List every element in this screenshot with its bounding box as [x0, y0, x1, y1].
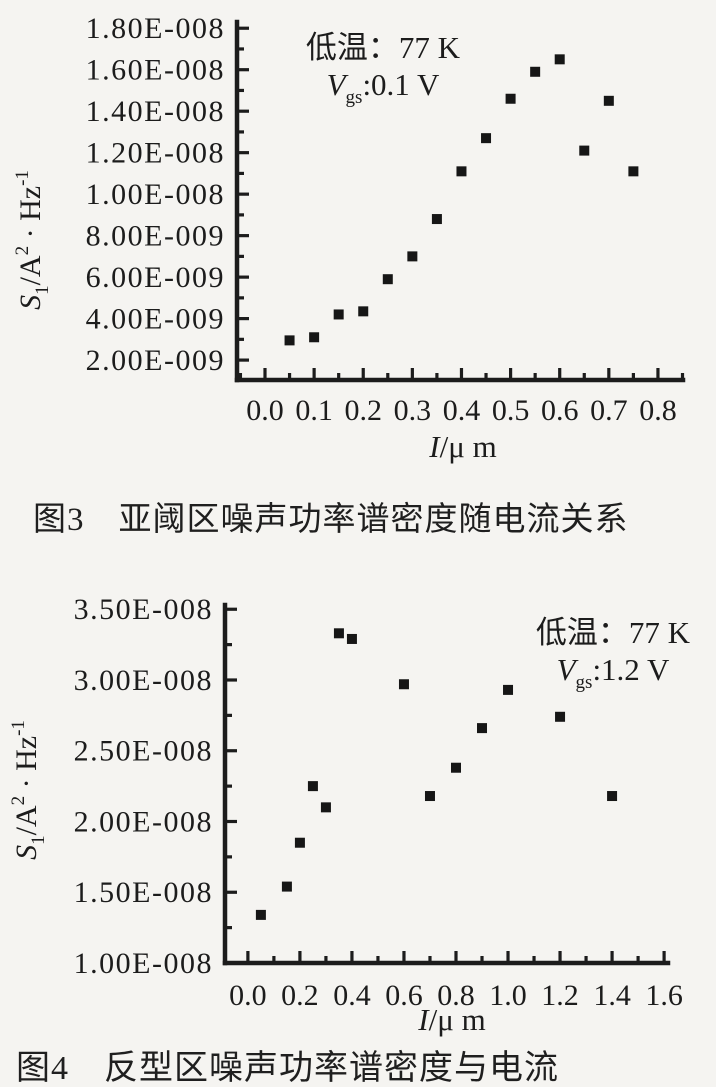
data-point [358, 306, 369, 317]
data-point [503, 684, 514, 695]
data-point [382, 274, 393, 285]
y-axis-title: S1/A2 · Hz-1 [12, 170, 53, 310]
data-point [281, 881, 292, 892]
figure3-scatter-plot: 0.0 0.1 0.2 0.3 0.4 0.5 0.6 0.7 0.8 2.00E-009 4.00… [12, 12, 686, 464]
data-point [530, 66, 541, 77]
data-point [424, 791, 435, 802]
data-point [333, 309, 344, 320]
data-point [579, 145, 590, 156]
figure4-scatter-plot: 0.0 0.2 0.4 0.6 0.8 1.0 1.2 1.4 1.6 1.00E-008 1.50… [8, 593, 691, 1037]
x-axis-title: I/μ m [417, 1002, 485, 1037]
x-tick-label: 0.2 [344, 394, 382, 427]
data-point [307, 781, 318, 792]
y-tick-label: 2.00E-008 [74, 805, 213, 838]
data-point [603, 95, 614, 106]
data-point [333, 628, 344, 639]
annotation-temperature: 低温：77 K [536, 615, 691, 650]
x-tick-label: 1.6 [645, 979, 683, 1012]
x-tick-label: 0.8 [639, 394, 677, 427]
x-tick-label: 0.8 [437, 979, 475, 1012]
y-tick-label: 1.00E-008 [86, 178, 225, 211]
y-tick-label: 4.00E-009 [86, 303, 225, 336]
data-point [628, 166, 639, 177]
data-point [309, 332, 320, 343]
data-point [294, 837, 305, 848]
y-tick-label: 3.00E-008 [74, 664, 213, 697]
x-tick-label: 0.4 [333, 979, 371, 1012]
x-tick-label: 0.0 [229, 979, 267, 1012]
x-tick-label: 1.4 [593, 979, 631, 1012]
data-point [477, 723, 488, 734]
x-tick-label: 1.0 [489, 979, 527, 1012]
x-tick-label: 0.4 [443, 394, 481, 427]
y-axis-title: S1/A2 · Hz-1 [8, 720, 49, 860]
data-point [320, 802, 331, 813]
y-tick-label: 1.40E-008 [86, 95, 225, 128]
data-point [450, 762, 461, 773]
y-tick-label: 2.00E-009 [86, 344, 225, 377]
y-tick-label: 1.20E-008 [86, 137, 225, 170]
x-tick-label: 0.5 [492, 394, 530, 427]
data-point [456, 166, 467, 177]
data-point [505, 93, 516, 104]
figure3-caption: 图3 亚阈区噪声功率谱密度随电流关系 [33, 502, 629, 538]
annotation-temperature: 低温：77 K [306, 30, 461, 65]
data-point [431, 214, 442, 225]
y-tick-label: 1.80E-008 [86, 12, 225, 45]
y-tick-label: 1.00E-008 [74, 947, 213, 980]
data-point [555, 711, 566, 722]
data-point [407, 251, 418, 262]
y-tick-label: 1.60E-008 [86, 54, 225, 87]
data-point [607, 791, 618, 802]
annotation-gate-voltage: Vgs:1.2 V [557, 652, 670, 693]
x-tick-label: 0.6 [385, 979, 423, 1012]
x-axis-title: I/μ m [428, 429, 496, 464]
y-tick-label: 2.50E-008 [74, 735, 213, 768]
y-tick-label: 1.50E-008 [74, 876, 213, 909]
x-tick-label: 1.2 [541, 979, 579, 1012]
y-tick-label: 6.00E-009 [86, 261, 225, 294]
x-tick-label: 0.6 [541, 394, 579, 427]
data-point [346, 633, 357, 644]
data-point [398, 679, 409, 690]
x-tick-label: 0.7 [590, 394, 628, 427]
x-tick-label: 0.3 [394, 394, 432, 427]
x-tick-label: 0.0 [246, 394, 284, 427]
x-tick-label: 0.2 [281, 979, 319, 1012]
figure4-caption: 图4 反型区噪声功率谱密度与电流 [16, 1050, 559, 1087]
data-point [554, 54, 565, 65]
data-point [284, 335, 295, 346]
y-tick-label: 3.50E-008 [74, 593, 213, 626]
y-tick-label: 8.00E-009 [86, 220, 225, 253]
data-point [481, 133, 492, 144]
annotation-gate-voltage: Vgs:0.1 V [327, 67, 440, 108]
data-point [255, 909, 266, 920]
x-tick-label: 0.1 [295, 394, 333, 427]
